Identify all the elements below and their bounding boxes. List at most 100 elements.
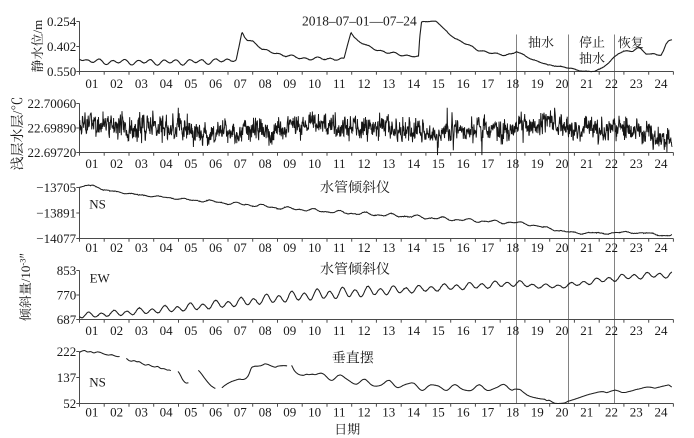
svg-text:01: 01: [85, 240, 98, 255]
svg-text:01: 01: [85, 76, 98, 91]
svg-text:08: 08: [259, 323, 272, 338]
svg-text:11: 11: [333, 240, 346, 255]
svg-text:687: 687: [57, 312, 77, 327]
svg-text:04: 04: [160, 156, 174, 171]
svg-text:22: 22: [605, 405, 618, 420]
svg-text:03: 03: [135, 76, 148, 91]
svg-text:10: 10: [308, 76, 321, 91]
svg-text:/m: /m: [30, 20, 45, 34]
svg-text:0.254: 0.254: [47, 14, 77, 29]
svg-text:18: 18: [506, 405, 519, 420]
svg-text:03: 03: [135, 240, 148, 255]
svg-text:08: 08: [259, 156, 272, 171]
svg-text:18: 18: [506, 76, 519, 91]
svg-text:11: 11: [333, 405, 346, 420]
svg-text:15: 15: [432, 323, 445, 338]
svg-text:05: 05: [184, 323, 197, 338]
svg-text:01: 01: [85, 156, 98, 171]
svg-text:20: 20: [556, 405, 569, 420]
svg-text:07: 07: [234, 405, 248, 420]
svg-text:02: 02: [110, 76, 123, 91]
svg-text:EW: EW: [90, 271, 111, 286]
svg-text:21: 21: [580, 76, 593, 91]
svg-text:13: 13: [382, 405, 395, 420]
svg-text:07: 07: [234, 76, 248, 91]
svg-text:16: 16: [457, 323, 471, 338]
svg-text:20: 20: [556, 156, 569, 171]
svg-text:06: 06: [209, 240, 223, 255]
svg-text:02: 02: [110, 156, 123, 171]
svg-text:19: 19: [531, 405, 544, 420]
svg-text:/: /: [11, 111, 26, 115]
svg-text:11: 11: [333, 323, 346, 338]
svg-text:20: 20: [556, 240, 569, 255]
svg-text:23: 23: [630, 405, 643, 420]
svg-text:06: 06: [209, 405, 223, 420]
svg-text:12: 12: [358, 156, 371, 171]
svg-text:04: 04: [160, 76, 174, 91]
svg-text:13: 13: [382, 156, 395, 171]
svg-text:23: 23: [630, 76, 643, 91]
svg-text:09: 09: [283, 76, 296, 91]
svg-text:19: 19: [531, 76, 544, 91]
svg-text:15: 15: [432, 156, 445, 171]
svg-text:22.69890: 22.69890: [27, 121, 76, 136]
svg-text:18: 18: [506, 156, 519, 171]
svg-text:11: 11: [333, 156, 346, 171]
svg-text:16: 16: [457, 240, 471, 255]
svg-text:06: 06: [209, 323, 223, 338]
svg-text:15: 15: [432, 405, 445, 420]
svg-text:17: 17: [481, 405, 495, 420]
svg-text:12: 12: [358, 323, 371, 338]
svg-text:−13891: −13891: [36, 206, 76, 221]
svg-text:10: 10: [308, 156, 321, 171]
svg-text:04: 04: [160, 240, 174, 255]
svg-text:05: 05: [184, 405, 197, 420]
svg-text:24: 24: [655, 76, 669, 91]
svg-text:09: 09: [283, 240, 296, 255]
svg-text:770: 770: [57, 288, 77, 303]
svg-text:01: 01: [85, 323, 98, 338]
svg-text:14: 14: [407, 76, 421, 91]
svg-text:137: 137: [57, 370, 77, 385]
svg-text:02: 02: [110, 405, 123, 420]
svg-text:NS: NS: [89, 375, 106, 390]
svg-text:09: 09: [283, 156, 296, 171]
svg-text:853: 853: [57, 263, 77, 278]
svg-text:03: 03: [135, 405, 148, 420]
svg-text:22.69720: 22.69720: [27, 145, 76, 160]
svg-text:07: 07: [234, 156, 248, 171]
svg-text:20: 20: [556, 76, 569, 91]
svg-text:14: 14: [407, 156, 421, 171]
svg-text:05: 05: [184, 240, 197, 255]
svg-text:04: 04: [160, 405, 174, 420]
svg-text:24: 24: [655, 156, 669, 171]
svg-text:08: 08: [259, 405, 272, 420]
svg-text:16: 16: [457, 156, 471, 171]
svg-text:06: 06: [209, 76, 223, 91]
svg-text:12: 12: [358, 76, 371, 91]
svg-text:17: 17: [481, 156, 495, 171]
svg-text:17: 17: [481, 76, 495, 91]
svg-text:/10: /10: [18, 266, 33, 283]
svg-text:07: 07: [234, 323, 248, 338]
svg-text:10: 10: [308, 405, 321, 420]
svg-text:05: 05: [184, 156, 197, 171]
svg-text:19: 19: [531, 323, 544, 338]
svg-text:09: 09: [283, 323, 296, 338]
svg-text:14: 14: [407, 323, 421, 338]
svg-text:14: 14: [407, 405, 421, 420]
svg-text:21: 21: [580, 156, 593, 171]
svg-text:19: 19: [531, 240, 544, 255]
svg-text:19: 19: [531, 156, 544, 171]
svg-text:−14077: −14077: [36, 231, 76, 246]
svg-text:22: 22: [605, 156, 618, 171]
svg-text:2018–07–01—07–24: 2018–07–01—07–24: [302, 14, 417, 29]
svg-text:10: 10: [308, 240, 321, 255]
svg-text:24: 24: [655, 323, 669, 338]
svg-text:13: 13: [382, 76, 395, 91]
svg-text:23: 23: [630, 323, 643, 338]
svg-text:0.402: 0.402: [47, 39, 76, 54]
svg-text:05: 05: [184, 76, 197, 91]
svg-text:18: 18: [506, 323, 519, 338]
